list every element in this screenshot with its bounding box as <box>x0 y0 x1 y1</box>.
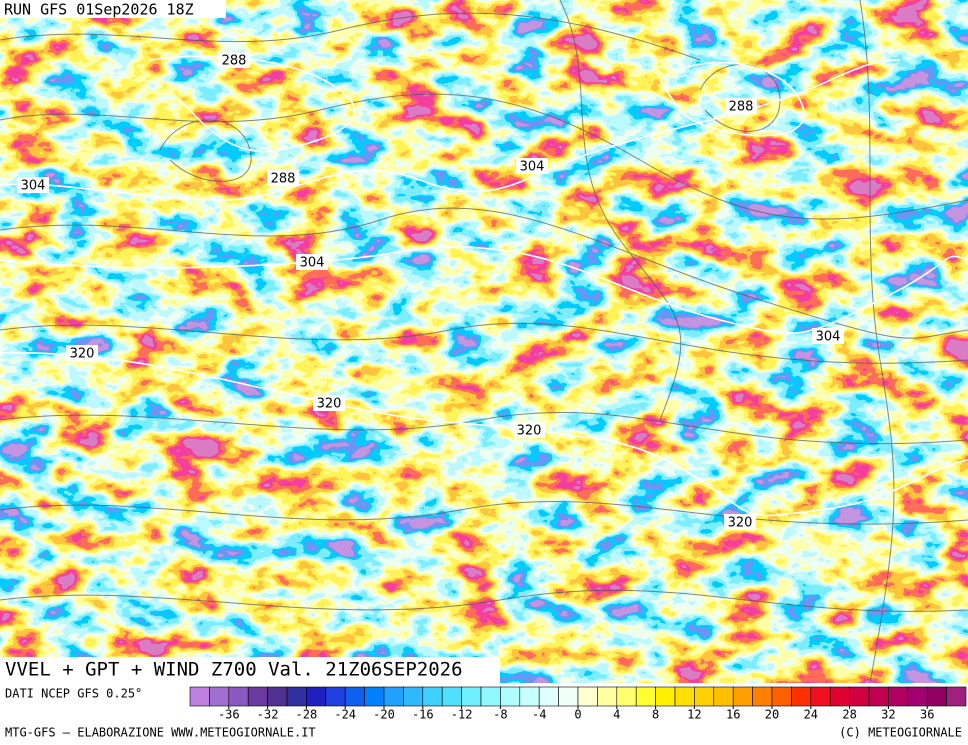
contour-label-bg <box>725 98 757 114</box>
colorbar-tick-label: -8 <box>493 708 507 722</box>
caption-box <box>0 657 500 683</box>
source-note: DATI NCEP GFS 0.25° <box>5 687 142 701</box>
colorbar-box <box>189 686 210 707</box>
colorbar-box <box>771 686 792 707</box>
footer-left: MTG-GFS — ELABORAZIONE WWW.METEOGIORNALE… <box>5 726 316 740</box>
colorbar-tick-label: 0 <box>574 708 581 722</box>
colorbar-box <box>849 686 870 707</box>
caption: VVEL + GPT + WIND Z700 Val. 21Z06SEP2026 <box>5 659 463 681</box>
colorbar-box <box>829 686 850 707</box>
contour-label-bg <box>724 514 756 530</box>
colorbar-box <box>946 686 967 707</box>
colorbar-tick-label: -12 <box>451 708 473 722</box>
contour-label-bg <box>267 170 299 186</box>
colorbar-tick-label: -16 <box>412 708 434 722</box>
colorbar-box <box>888 686 909 707</box>
colorbar-box <box>519 686 540 707</box>
run-header: RUN GFS 01Sep2026 18Z <box>4 1 194 19</box>
colorbar-box <box>752 686 773 707</box>
colorbar-box <box>597 686 618 707</box>
colorbar-box <box>441 686 462 707</box>
vertical-velocity-field <box>0 0 968 683</box>
colorbar-box <box>209 686 230 707</box>
colorbar-tick-label: 12 <box>687 708 701 722</box>
colorbar-box <box>635 686 656 707</box>
contour-label-bg <box>812 328 844 344</box>
colorbar-tick-label: -20 <box>373 708 395 722</box>
colorbar-box <box>267 686 288 707</box>
contour-label: 320 <box>517 424 542 439</box>
colorbar-box <box>868 686 889 707</box>
contour-label-bg <box>66 345 98 361</box>
colorbar-box <box>577 686 598 707</box>
colorbar-box <box>732 686 753 707</box>
colorbar-tick-label: 8 <box>652 708 659 722</box>
contour-label-bg <box>218 52 250 68</box>
colorbar-box <box>344 686 365 707</box>
contour-label-bg <box>17 177 49 193</box>
colorbar-box <box>500 686 521 707</box>
colorbar-box <box>558 686 579 707</box>
colorbar-tick-label: 4 <box>613 708 620 722</box>
geopotential-contours <box>0 55 968 517</box>
colorbar-tick-label: -32 <box>257 708 279 722</box>
colorbar-box <box>383 686 404 707</box>
contour-label-bg <box>513 422 545 438</box>
colorbar-tick-label: 28 <box>842 708 856 722</box>
contour-label-bg <box>313 395 345 411</box>
colorbar-tick-label: 24 <box>804 708 818 722</box>
colorbar-tick-label: -4 <box>532 708 546 722</box>
colorbar-tick-label: -36 <box>218 708 240 722</box>
colorbar-box <box>325 686 346 707</box>
contour-label: 320 <box>317 397 342 412</box>
colorbar-box <box>286 686 307 707</box>
colorbar-tick-label: 16 <box>726 708 740 722</box>
colorbar-box <box>306 686 327 707</box>
colorbar-tick-label: -28 <box>296 708 318 722</box>
colorbar-box <box>907 686 928 707</box>
contour-label: 304 <box>300 256 325 271</box>
contour-label: 288 <box>222 54 247 69</box>
footer-right: (C) METEOGIORNALE <box>839 726 962 740</box>
colorbar-box <box>810 686 831 707</box>
colorbar-box <box>538 686 559 707</box>
colorbar-box <box>655 686 676 707</box>
colorbar-box <box>364 686 385 707</box>
colorbar-box <box>480 686 501 707</box>
contour-label-bg <box>296 254 328 270</box>
contour-label-bg <box>516 158 548 174</box>
colorbar-box <box>228 686 249 707</box>
colorbar-box <box>791 686 812 707</box>
colorbar-tick-label: -24 <box>334 708 356 722</box>
colorbar-tick-label: 32 <box>881 708 895 722</box>
header-box <box>0 0 226 18</box>
colorbar-box <box>694 686 715 707</box>
colorbar-tick-label: 20 <box>765 708 779 722</box>
colorbar-box <box>247 686 268 707</box>
colorbar-tick-label: 36 <box>920 708 934 722</box>
contour-label: 304 <box>21 179 46 194</box>
colorbar-box <box>926 686 947 707</box>
contour-label: 288 <box>729 100 754 115</box>
colorbar-box <box>422 686 443 707</box>
colorbar-box <box>674 686 695 707</box>
colorbar-box <box>461 686 482 707</box>
colorbar-box <box>616 686 637 707</box>
colorbar-box <box>713 686 734 707</box>
colorbar-box <box>403 686 424 707</box>
contour-label: 288 <box>271 172 296 187</box>
contour-label: 304 <box>816 330 841 345</box>
contour-label: 320 <box>728 516 753 531</box>
contour-label: 320 <box>70 347 95 362</box>
contour-label: 304 <box>520 160 545 175</box>
